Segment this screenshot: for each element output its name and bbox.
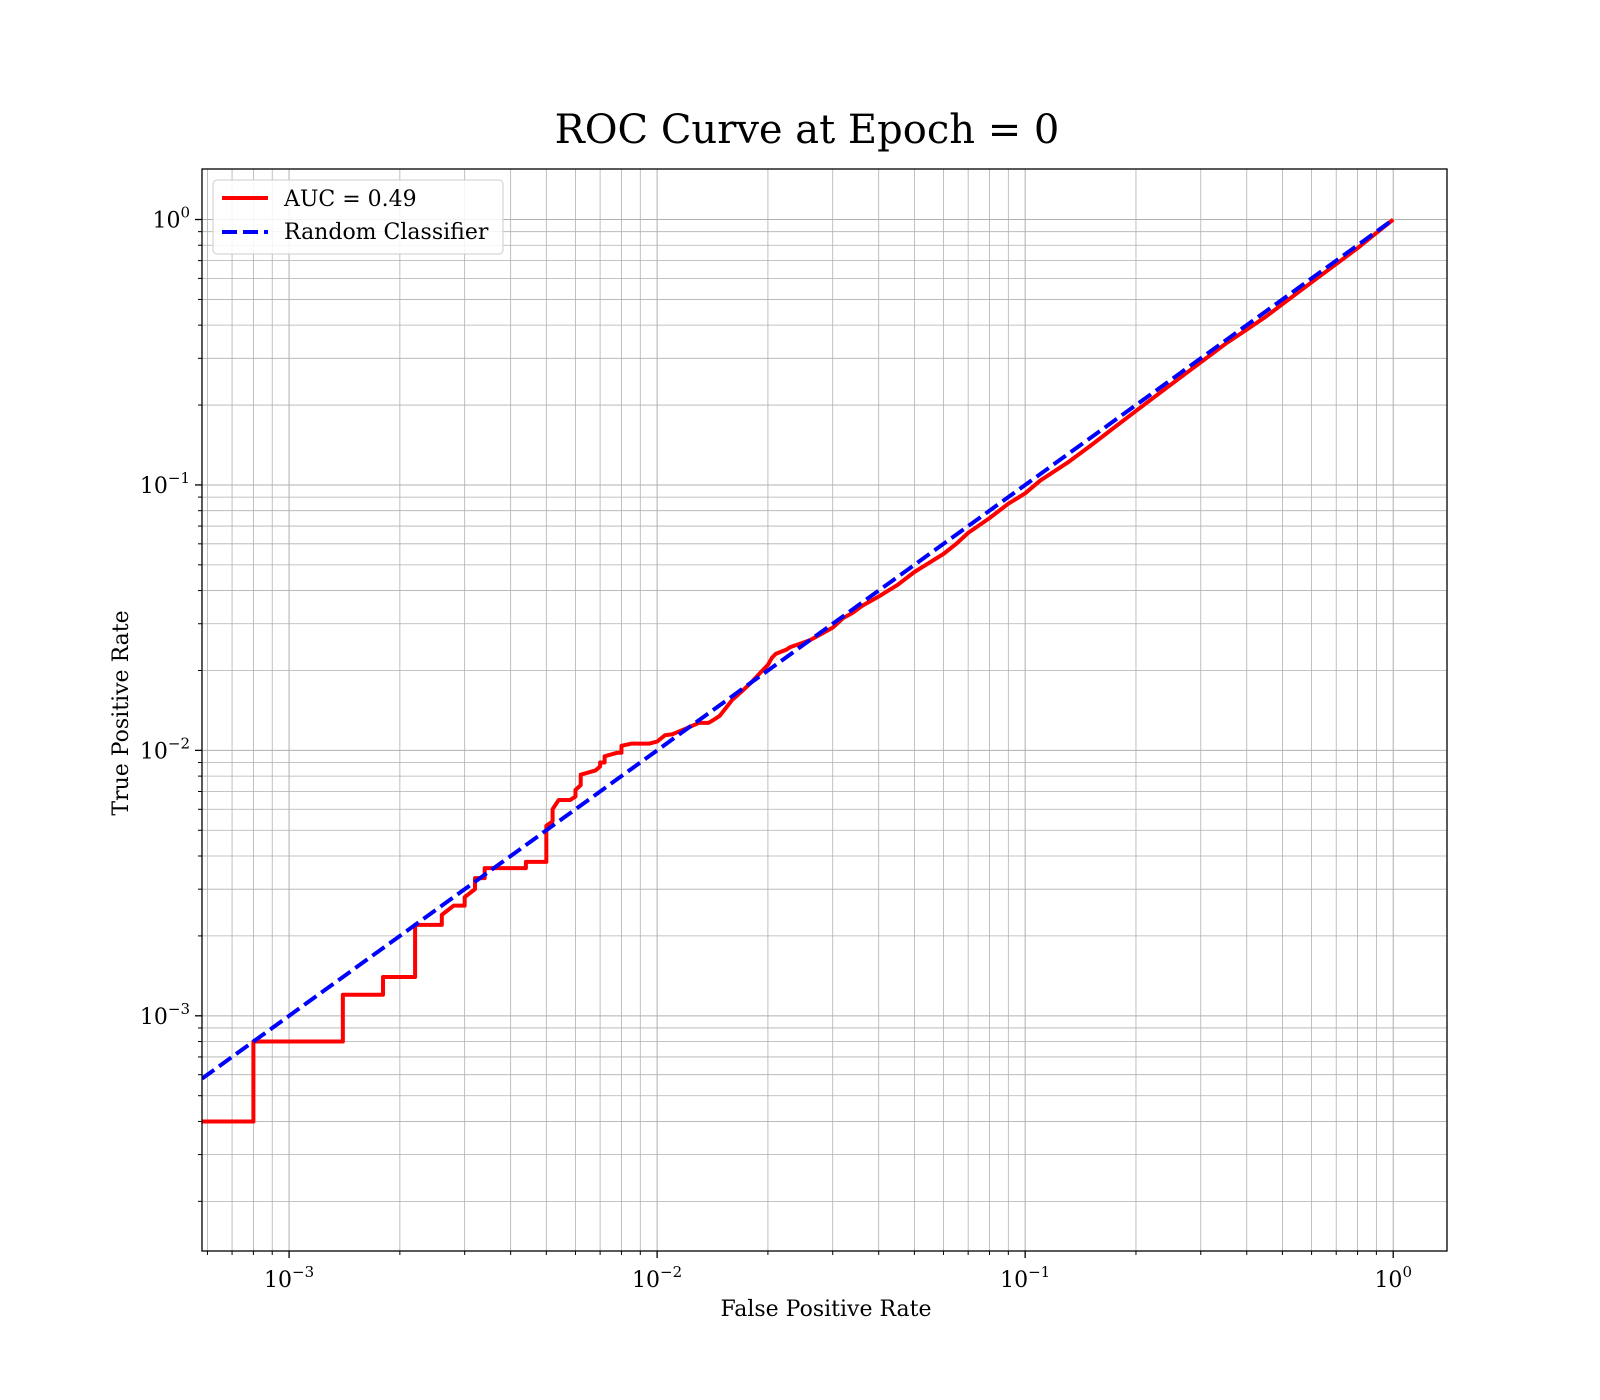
y-tick-label: 100 (152, 204, 190, 234)
series-line-2 (202, 217, 1395, 1081)
legend-label-series-1: AUC = 0.49 (283, 187, 417, 212)
tick-labels: 10−3 10−2 10−1 100 10−3 10−2 10−1 100 (140, 204, 1412, 1293)
y-axis-label: True Positive Rate (109, 610, 134, 815)
legend-box (212, 179, 504, 255)
y-tick-label: 10−3 (140, 1000, 190, 1030)
x-tick-label: 10−1 (1000, 1263, 1050, 1293)
x-tick-label: 10−3 (264, 1263, 314, 1293)
y-tick-label: 10−2 (140, 734, 190, 764)
x-tick-label: 100 (1374, 1263, 1412, 1293)
x-tick-label: 10−2 (632, 1263, 682, 1293)
series-lines (202, 217, 1395, 1124)
legend: AUC = 0.49 Random Classifier (212, 179, 504, 255)
x-axis-label: False Positive Rate (720, 1297, 931, 1322)
legend-label-series-2: Random Classifier (284, 220, 489, 245)
chart-title: ROC Curve at Epoch = 0 (555, 107, 1060, 153)
axis-ticks (195, 218, 1394, 1258)
plot-frame (201, 168, 1448, 1252)
grid-lines (202, 169, 1447, 1251)
y-tick-label: 10−1 (140, 469, 190, 499)
series-line-1 (202, 217, 1395, 1124)
